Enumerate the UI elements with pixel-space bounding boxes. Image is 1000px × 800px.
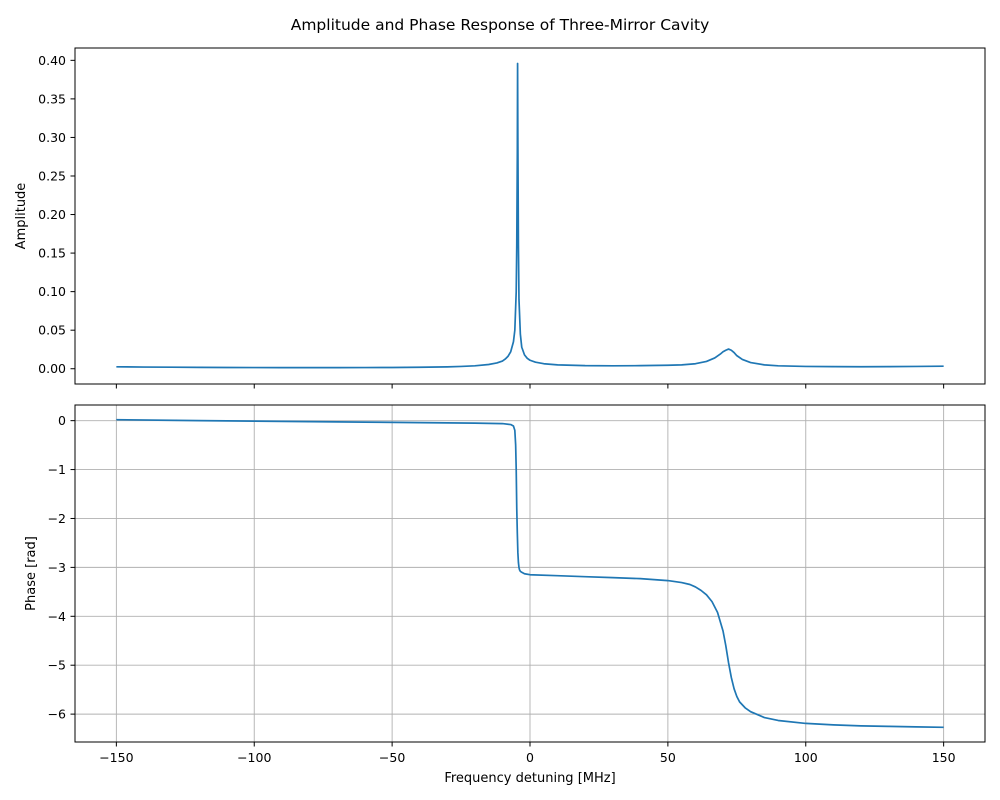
phase-grid [75, 405, 985, 742]
amplitude-y-tick-label: 0.35 [38, 91, 66, 106]
amplitude-y-tick-label: 0.05 [38, 323, 66, 338]
phase-y-tick-label: 0 [58, 413, 66, 428]
phase-y-tick-label: −3 [48, 560, 66, 575]
phase-x-tick-label: 0 [526, 750, 534, 765]
phase-y-tick-label: −1 [48, 462, 66, 477]
phase-x-ticks: −150 −100 −50 0 50 100 150 [99, 742, 956, 765]
amplitude-y-axis-label: Amplitude [14, 183, 29, 250]
figure-title: Amplitude and Phase Response of Three-Mi… [291, 16, 710, 34]
phase-x-tick-label: −150 [99, 750, 133, 765]
phase-x-tick-label: 50 [660, 750, 676, 765]
amplitude-y-tick-label: 0.25 [38, 168, 66, 183]
phase-x-axis-label: Frequency detuning [MHz] [444, 771, 615, 786]
phase-series-line [116, 418, 944, 729]
phase-y-tick-label: −4 [48, 609, 66, 624]
phase-y-axis-label: Phase [rad] [24, 536, 39, 611]
amplitude-y-tick-label: 0.15 [38, 246, 66, 261]
amplitude-y-tick-label: 0.30 [38, 130, 66, 145]
phase-panel: −150 −100 −50 0 50 100 150 0 −1 −2 −3 −4 −5 −6 Phase… [24, 404, 986, 786]
amplitude-y-tick-label: 0.10 [38, 284, 66, 299]
phase-y-tick-label: −2 [48, 511, 66, 526]
amplitude-y-tick-label: 0.40 [38, 53, 66, 68]
phase-x-tick-label: −50 [379, 750, 405, 765]
amplitude-y-ticks: 0.00 0.05 0.10 0.15 0.20 0.25 0.30 0.35 0.40 [38, 53, 75, 376]
phase-x-tick-label: 150 [932, 750, 956, 765]
amplitude-series-line [116, 62, 944, 369]
phase-y-ticks: 0 −1 −2 −3 −4 −5 −6 [48, 413, 75, 722]
phase-y-tick-label: −6 [48, 707, 66, 722]
amplitude-y-tick-label: 0.20 [38, 207, 66, 222]
amplitude-x-ticks [115, 384, 945, 389]
amplitude-panel: 0.00 0.05 0.10 0.15 0.20 0.25 0.30 0.35 0.40 Amp… [14, 47, 986, 389]
amplitude-y-tick-label: 0.00 [38, 361, 66, 376]
phase-y-tick-label: −5 [48, 658, 66, 673]
phase-x-tick-label: −100 [237, 750, 271, 765]
phase-x-tick-label: 100 [794, 750, 818, 765]
